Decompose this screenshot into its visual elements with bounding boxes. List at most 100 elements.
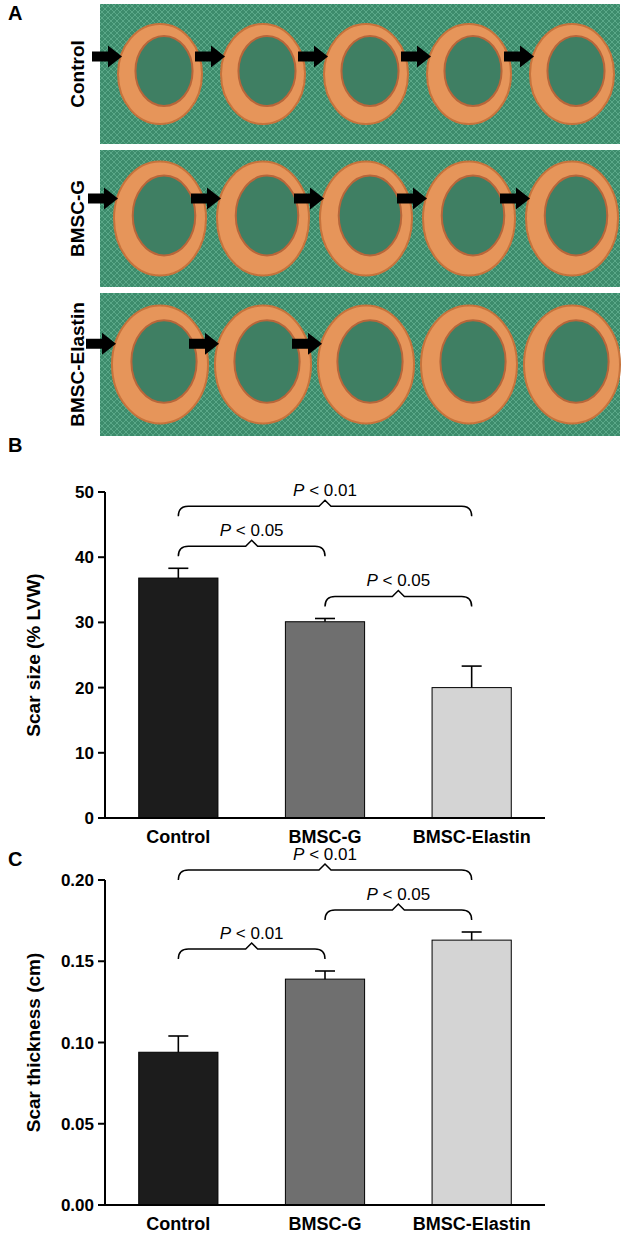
row-label: BMSC-Elastin (67, 302, 88, 427)
error-bar (168, 568, 188, 578)
y-tick-label: 20 (75, 679, 94, 698)
heart-lumen (341, 36, 398, 106)
heart-lumen (440, 320, 505, 403)
heart-slice (421, 306, 517, 424)
heart-lumen (337, 320, 402, 403)
heart-slice (114, 162, 206, 276)
heart-lumen (238, 36, 295, 106)
error-bar (462, 666, 482, 688)
p-rest: < 0.01 (304, 481, 356, 500)
y-tick (98, 556, 105, 558)
y-tick (98, 491, 105, 493)
significance-bracket (178, 500, 471, 516)
p-symbol: P (293, 481, 305, 500)
error-whisker (471, 932, 473, 940)
panel-label: C (8, 848, 22, 870)
x-tick-label: BMSC-G (289, 1214, 362, 1234)
error-bar (315, 618, 335, 621)
x-tick-label: BMSC-Elastin (413, 827, 531, 847)
significance-bracket (178, 864, 471, 880)
arrow (86, 333, 116, 355)
arrow (195, 46, 225, 68)
error-cap (462, 931, 482, 933)
y-tick-label: 0 (85, 809, 94, 828)
heart-lumen (444, 36, 501, 106)
error-bar (315, 971, 335, 979)
x-axis (105, 817, 545, 819)
figure: AControlBMSC-GBMSC-ElastinB01020304050Sc… (0, 0, 622, 1253)
photo-background (100, 293, 620, 436)
arrow (189, 333, 219, 355)
y-tick-label: 0.10 (61, 1034, 94, 1053)
panel-label: B (8, 434, 22, 456)
p-rest: < 0.01 (231, 924, 283, 943)
y-axis (104, 492, 106, 818)
p-symbol: P (366, 885, 378, 904)
heart-slice (427, 24, 511, 124)
heart-lumen (135, 36, 192, 106)
error-cap (168, 1035, 188, 1037)
significance-bracket (178, 540, 325, 556)
plot-area (139, 932, 512, 1205)
y-tick-label: 30 (75, 613, 94, 632)
row-label: BMSC-G (67, 180, 88, 257)
heart-slice (221, 24, 305, 124)
heart-slice (318, 306, 414, 424)
error-whisker (178, 1036, 180, 1052)
bar (285, 979, 364, 1205)
heart-slice (324, 24, 408, 124)
plot-area (139, 568, 512, 818)
y-tick (98, 621, 105, 623)
error-whisker (324, 971, 326, 979)
bar (432, 940, 511, 1205)
significance-bracket (325, 590, 472, 606)
photo-row (100, 150, 620, 287)
error-whisker (178, 568, 180, 578)
y-axis-label: Scar thickness (cm) (23, 953, 44, 1133)
error-cap (168, 567, 188, 569)
y-tick-label: 0.05 (61, 1115, 94, 1134)
x-tick-label: BMSC-Elastin (413, 1214, 531, 1234)
y-tick (98, 879, 105, 881)
error-whisker (471, 666, 473, 688)
arrow (397, 188, 427, 210)
p-rest: < 0.05 (378, 571, 430, 590)
bar (432, 688, 511, 818)
y-tick-label: 50 (75, 483, 94, 502)
y-tick (98, 1123, 105, 1125)
heart-slice (215, 306, 311, 424)
heart-lumen (133, 176, 196, 256)
bar (285, 622, 364, 818)
significance-label: P < 0.01 (220, 924, 284, 943)
arrow (92, 46, 122, 68)
y-tick (98, 1204, 105, 1206)
x-tick-label: Control (146, 1214, 210, 1234)
arrow (88, 188, 118, 210)
arrow (298, 46, 328, 68)
p-symbol: P (293, 845, 305, 864)
heart-slice (530, 24, 614, 124)
y-tick (98, 960, 105, 962)
arrow (500, 188, 530, 210)
p-symbol: P (366, 571, 378, 590)
y-tick-label: 10 (75, 744, 94, 763)
y-tick (98, 1042, 105, 1044)
heart-lumen (547, 36, 604, 106)
bar (139, 1052, 218, 1205)
y-tick-label: 0.20 (61, 871, 94, 890)
heart-lumen (339, 176, 402, 256)
y-axis-label: Scar size (% LVW) (23, 573, 44, 736)
y-tick (98, 752, 105, 754)
photo-row (100, 4, 620, 144)
significance-label: P < 0.01 (293, 845, 357, 864)
heart-slice (112, 306, 208, 424)
arrow (191, 188, 221, 210)
heart-lumen (543, 320, 608, 403)
y-tick (98, 817, 105, 819)
heart-slice (524, 306, 620, 424)
p-rest: < 0.05 (378, 885, 430, 904)
significance-label: P < 0.01 (293, 481, 357, 500)
x-axis (105, 1204, 545, 1206)
significance-label: P < 0.05 (366, 571, 430, 590)
photo-background (100, 4, 620, 144)
